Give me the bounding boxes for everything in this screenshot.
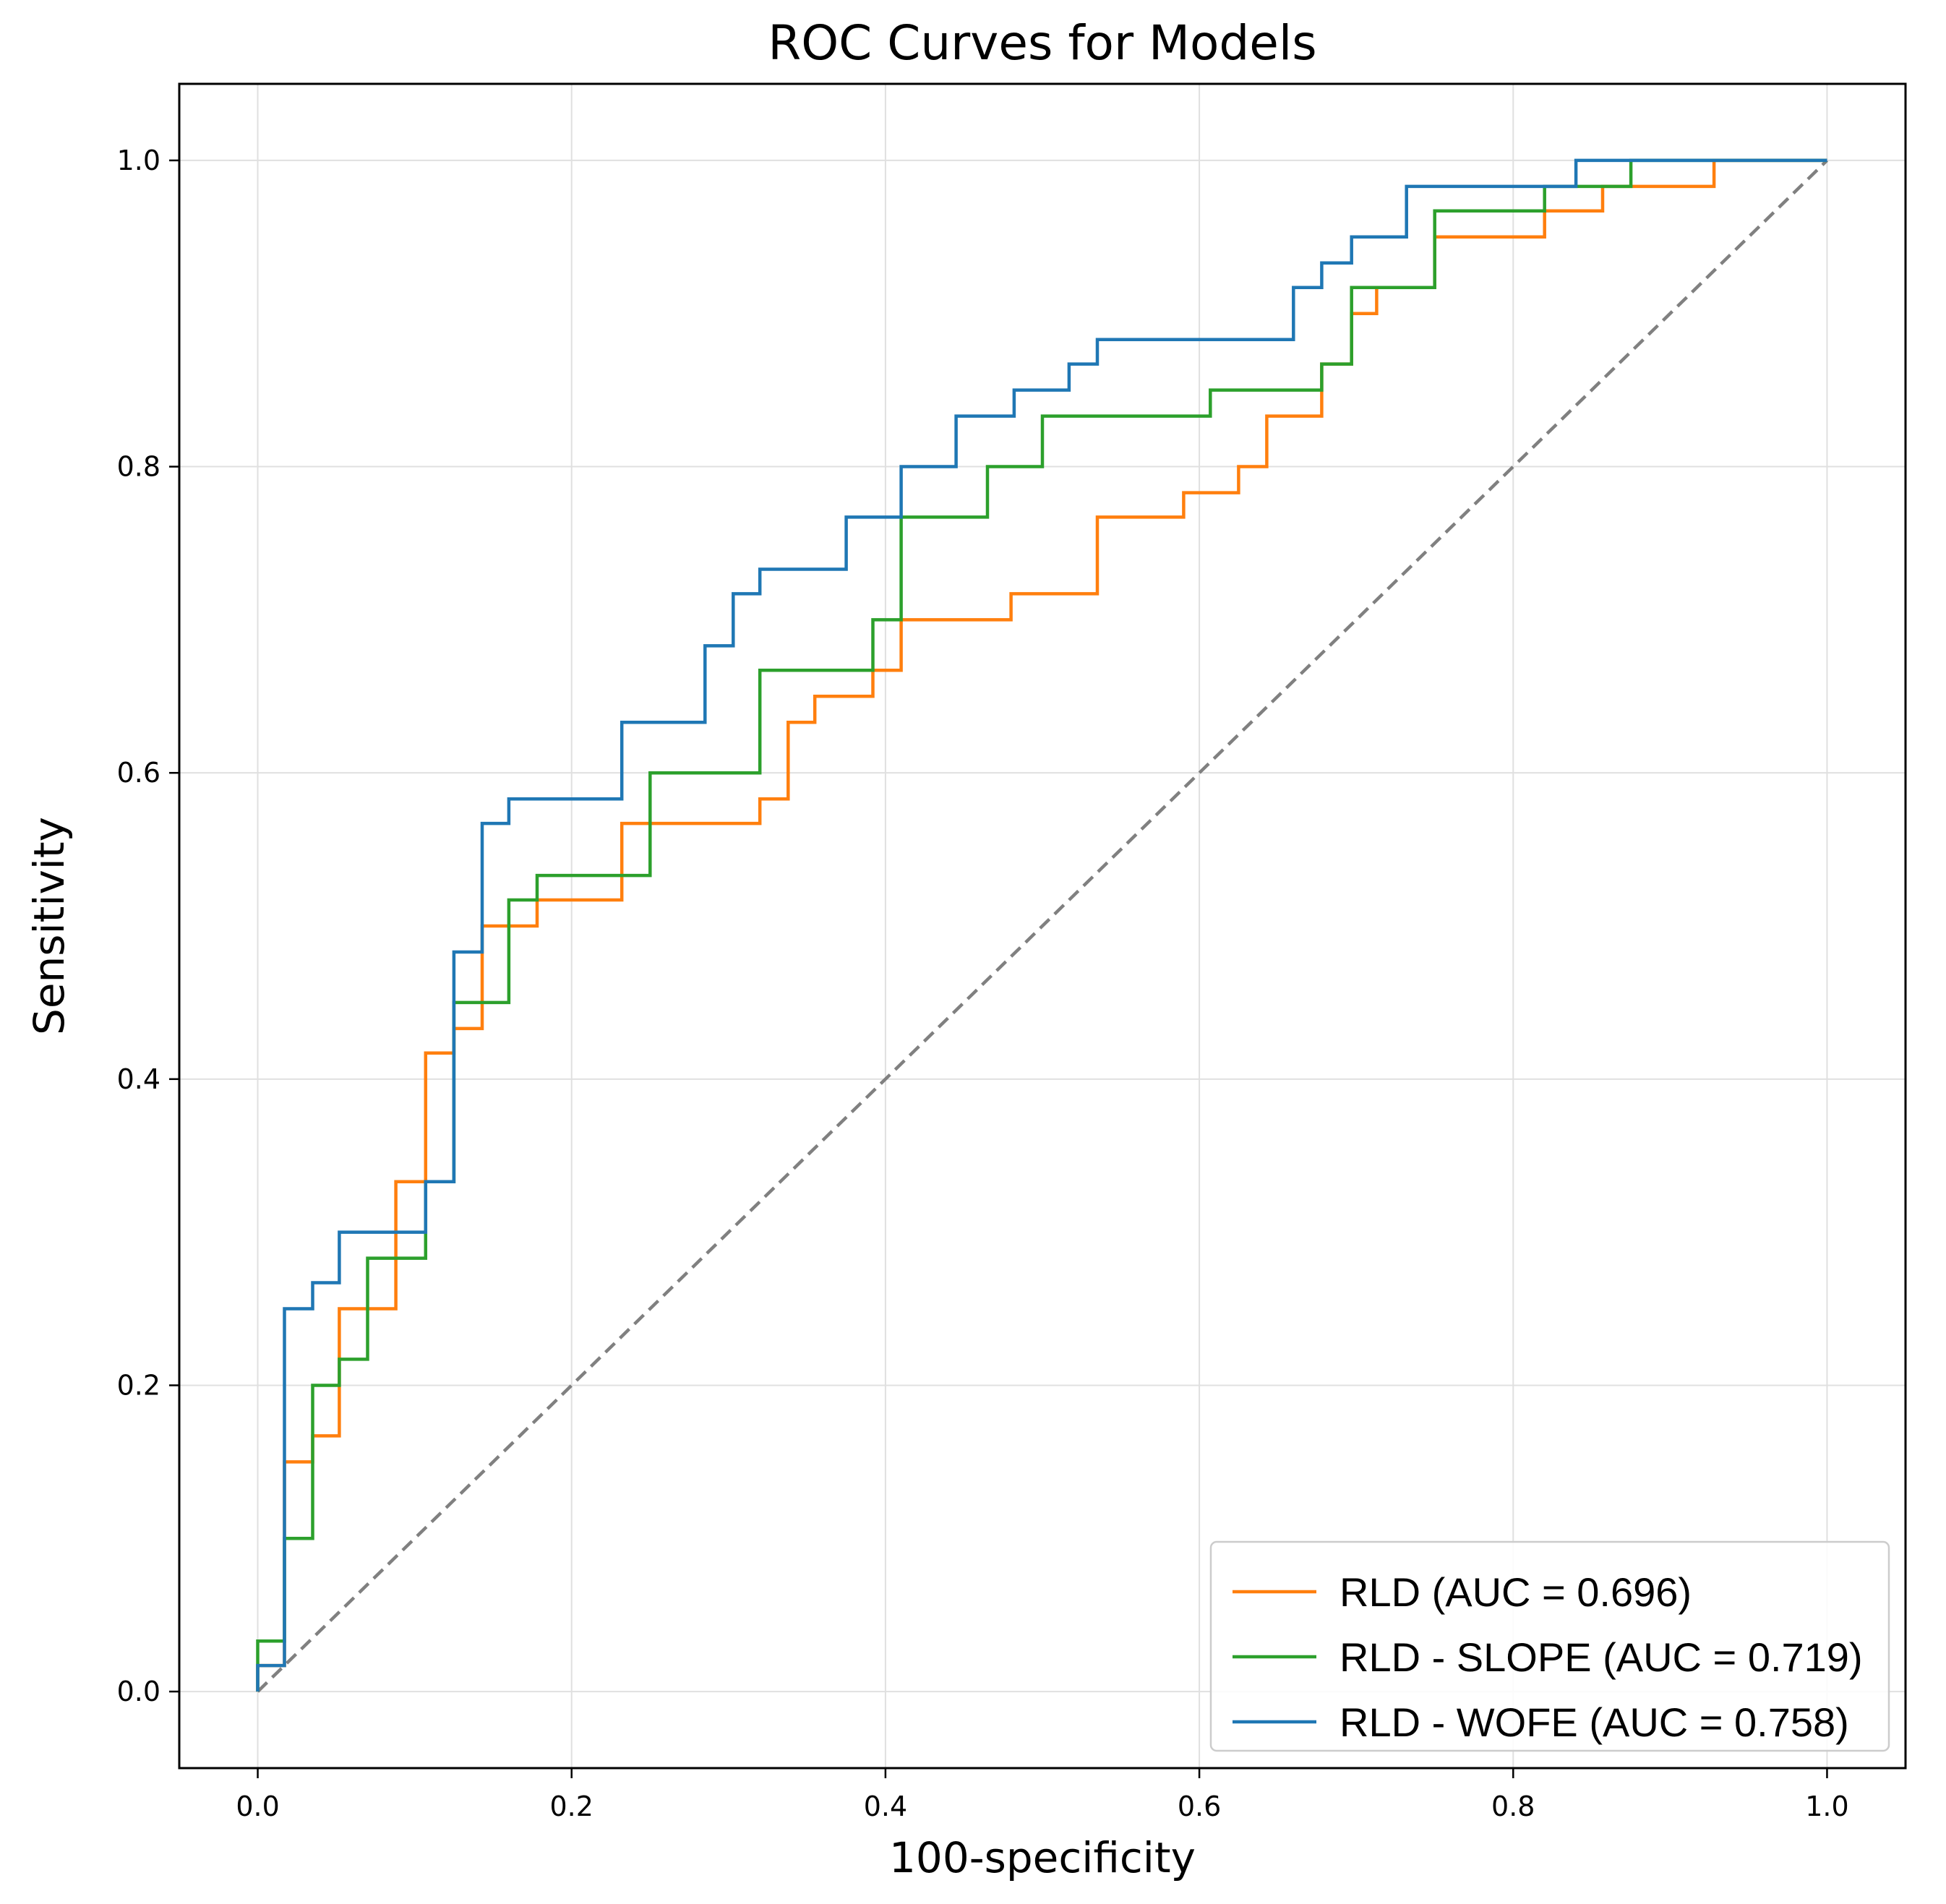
y-tick-label-4: 0.8 (117, 451, 160, 483)
plot-frame (178, 82, 1907, 1770)
y-axis-ticks: 0.0 0.2 0.4 0.6 0.8 1.0 (117, 145, 179, 1707)
reference-diagonal (256, 159, 1829, 1693)
x-axis-label: 100-specificity (889, 1833, 1196, 1882)
y-tick-label-2: 0.4 (117, 1063, 160, 1095)
y-tick-label-0: 0.0 (117, 1676, 160, 1707)
series-line-2 (256, 158, 1827, 1692)
y-axis-label: Sensitivity (25, 817, 74, 1035)
legend-box (1209, 1540, 1890, 1752)
x-axis-ticks: 0.0 0.2 0.4 0.6 0.8 1.0 (236, 1768, 1849, 1822)
x-tick-label-5: 1.0 (1805, 1791, 1848, 1822)
x-tick-label-3: 0.6 (1178, 1791, 1221, 1822)
legend-label-0: RLD (AUC = 0.696) (1340, 1569, 1692, 1615)
grid (179, 84, 1906, 1768)
series-line-1 (256, 158, 1827, 1692)
x-tick-label-2: 0.4 (864, 1791, 907, 1822)
y-tick-label-3: 0.6 (117, 757, 160, 789)
legend-label-1: RLD - SLOPE (AUC = 0.719) (1340, 1634, 1863, 1680)
x-tick-label-1: 0.2 (550, 1791, 593, 1822)
legend-label-2: RLD - WOFE (AUC = 0.758) (1340, 1699, 1849, 1745)
x-tick-label-4: 0.8 (1491, 1791, 1535, 1822)
y-tick-label-5: 1.0 (117, 145, 160, 176)
y-tick-label-1: 0.2 (117, 1369, 160, 1401)
legend: RLD (AUC = 0.696) RLD - SLOPE (AUC = 0.71… (1209, 1540, 1890, 1752)
chance-line (256, 159, 1829, 1693)
chart-title: ROC Curves for Models (768, 15, 1316, 71)
x-tick-label-0: 0.0 (236, 1791, 279, 1822)
series-lines (256, 158, 1827, 1692)
